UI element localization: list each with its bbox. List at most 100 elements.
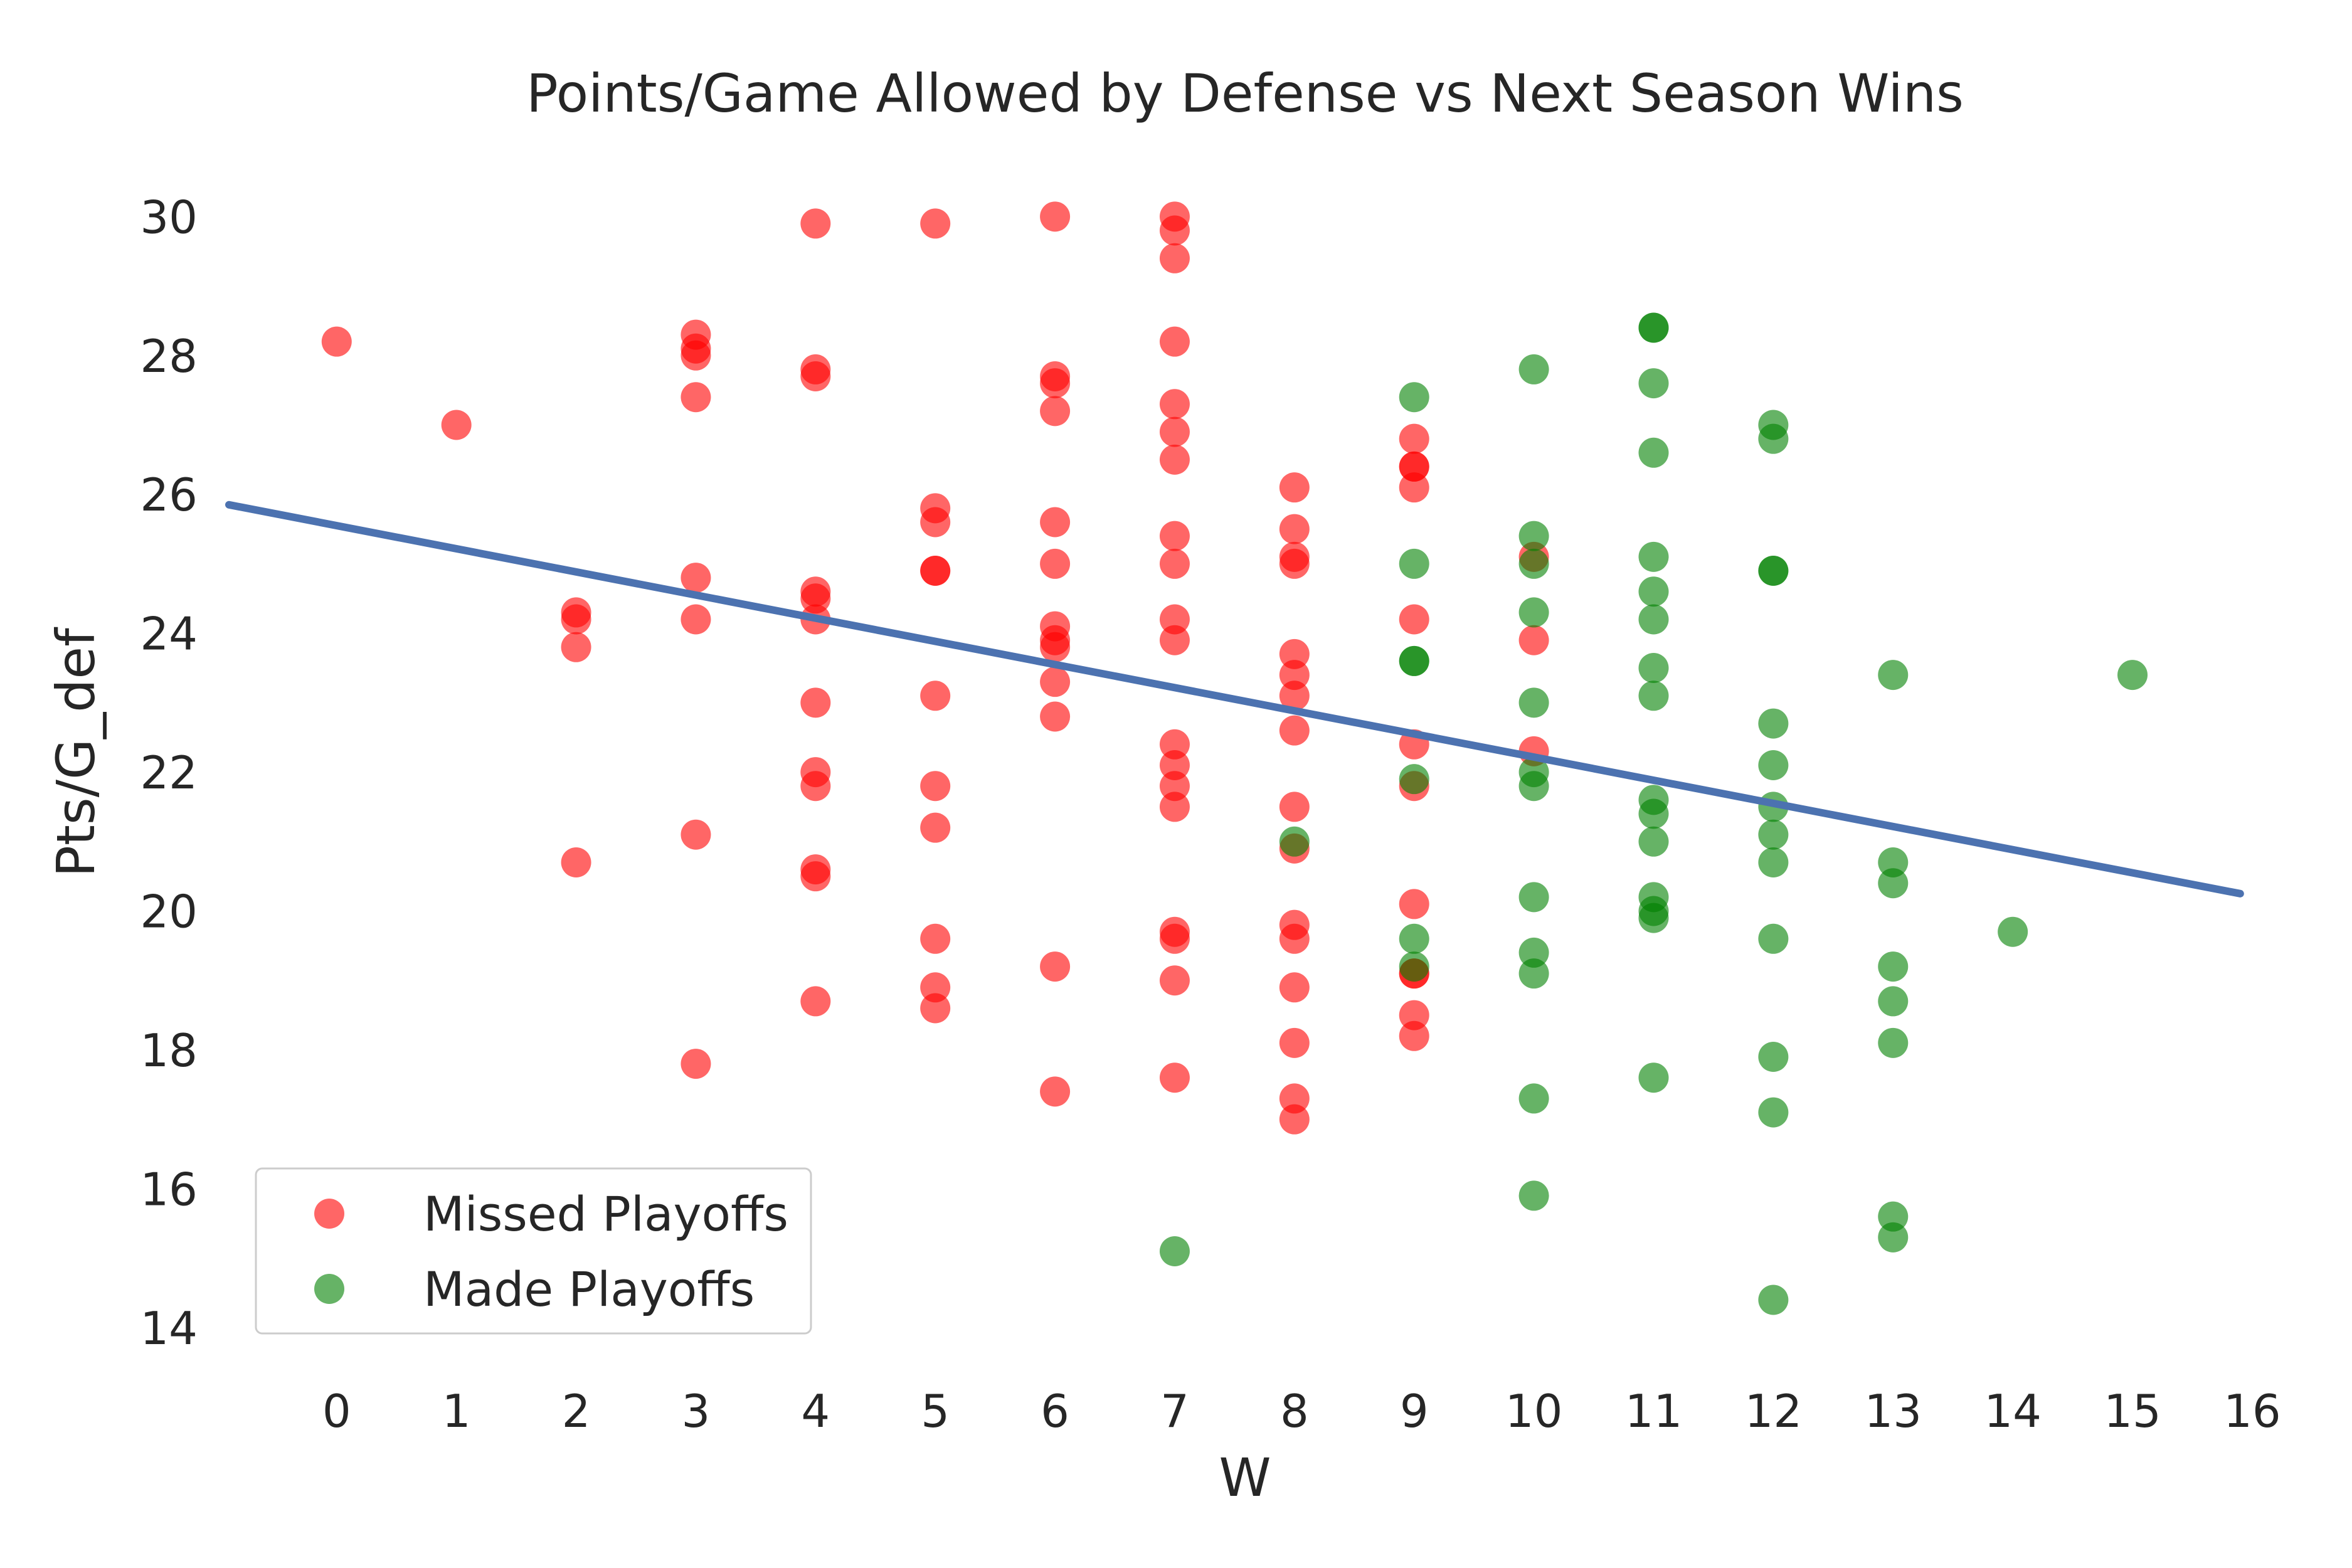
x-tick-label: 0	[322, 1385, 351, 1438]
y-tick-label: 18	[140, 1024, 198, 1077]
made-playoffs-point	[1638, 653, 1669, 683]
missed-playoffs-point	[920, 771, 951, 802]
missed-playoffs-point	[1159, 215, 1190, 246]
made-playoffs-point	[1518, 548, 1549, 579]
missed-playoffs-point	[1159, 771, 1190, 802]
y-tick-label: 14	[140, 1302, 198, 1355]
missed-playoffs-point	[1399, 889, 1429, 919]
missed-playoffs-point	[1159, 389, 1190, 420]
x-tick-label: 7	[1160, 1385, 1189, 1438]
y-tick-label: 16	[140, 1163, 198, 1216]
x-tick-label: 5	[921, 1385, 950, 1438]
missed-playoffs-point	[1279, 548, 1310, 579]
missed-playoffs-point	[1040, 951, 1071, 982]
made-playoffs-point	[1878, 847, 1909, 877]
missed-playoffs-point	[561, 632, 591, 662]
missed-playoffs-point	[920, 923, 951, 954]
made-playoffs-point	[1399, 951, 1429, 982]
missed-playoffs-point	[1279, 472, 1310, 503]
legend-label-missed-playoffs: Missed Playoffs	[423, 1186, 788, 1242]
legend-box	[255, 1167, 812, 1335]
chart-title: Points/Game Allowed by Defense vs Next S…	[526, 63, 1964, 124]
made-playoffs-point	[2117, 660, 2148, 691]
made-playoffs-point	[1878, 1222, 1909, 1253]
made-playoffs-point	[1518, 597, 1549, 628]
made-playoffs-point	[1638, 576, 1669, 607]
made-playoffs-point	[1638, 541, 1669, 572]
missed-playoffs-point	[1159, 521, 1190, 551]
missed-playoffs-point	[1159, 729, 1190, 760]
missed-playoffs-point	[1040, 701, 1071, 732]
missed-playoffs-point	[1399, 1020, 1429, 1051]
x-tick-label: 2	[562, 1385, 591, 1438]
made-playoffs-point	[1518, 1083, 1549, 1114]
made-playoffs-point	[1758, 819, 1789, 850]
x-tick-label: 8	[1280, 1385, 1309, 1438]
made-playoffs-point	[1758, 1285, 1789, 1315]
x-tick-label: 1	[442, 1385, 471, 1438]
y-tick-label: 24	[140, 608, 198, 660]
made-playoffs-point	[1758, 423, 1789, 454]
missed-playoffs-point	[1279, 638, 1310, 669]
missed-playoffs-point	[920, 556, 951, 586]
made-playoffs-point	[1159, 1236, 1190, 1266]
made-playoffs-point	[1399, 382, 1429, 413]
legend-marker-made-playoffs	[314, 1274, 344, 1304]
missed-playoffs-point	[561, 847, 591, 877]
missed-playoffs-point	[1399, 451, 1429, 482]
made-playoffs-point	[1518, 771, 1549, 802]
missed-playoffs-point	[1159, 792, 1190, 822]
x-axis-ticks: 0 1 2 3 4 5 6 7 8 9 10 11 12 13 14 15 16	[322, 1385, 2281, 1438]
missed-playoffs-point	[800, 583, 831, 614]
made-playoffs-point	[1878, 1027, 1909, 1058]
x-tick-label: 11	[1625, 1385, 1683, 1438]
missed-playoffs-point	[681, 1049, 711, 1079]
missed-playoffs-point	[800, 771, 831, 802]
missed-playoffs-point	[1279, 1083, 1310, 1114]
made-playoffs-point	[1399, 548, 1429, 579]
points-layer	[321, 201, 2148, 1315]
missed-playoffs-point	[1040, 667, 1071, 697]
missed-playoffs-point	[1279, 681, 1310, 711]
made-playoffs-point	[1638, 368, 1669, 399]
made-playoffs-point	[1758, 923, 1789, 954]
regression-layer	[225, 501, 2244, 898]
made-playoffs-point	[1638, 437, 1669, 468]
missed-playoffs-point	[1040, 368, 1071, 399]
made-playoffs-point	[1638, 681, 1669, 711]
made-playoffs-point	[1758, 750, 1789, 780]
missed-playoffs-point	[1040, 201, 1071, 232]
missed-playoffs-point	[1159, 923, 1190, 954]
missed-playoffs-point	[1040, 548, 1071, 579]
y-tick-label: 22	[140, 746, 198, 799]
made-playoffs-point	[1638, 604, 1669, 635]
missed-playoffs-point	[1159, 416, 1190, 447]
missed-playoffs-point	[1279, 972, 1310, 1003]
missed-playoffs-point	[561, 604, 591, 635]
missed-playoffs-point	[1159, 1062, 1190, 1093]
missed-playoffs-point	[1159, 604, 1190, 635]
made-playoffs-point	[1878, 660, 1909, 691]
made-playoffs-point	[1518, 687, 1549, 718]
made-playoffs-point	[1878, 986, 1909, 1017]
y-tick-label: 28	[140, 330, 198, 383]
missed-playoffs-point	[920, 681, 951, 711]
missed-playoffs-point	[800, 208, 831, 239]
regression-line	[225, 501, 2244, 898]
missed-playoffs-point	[1399, 604, 1429, 635]
made-playoffs-point	[1878, 868, 1909, 899]
missed-playoffs-point	[1279, 1104, 1310, 1135]
x-tick-label: 3	[682, 1385, 711, 1438]
made-playoffs-point	[1638, 826, 1669, 857]
made-playoffs-point	[1399, 764, 1429, 795]
missed-playoffs-point	[681, 819, 711, 850]
missed-playoffs-point	[441, 410, 472, 440]
missed-playoffs-point	[1159, 965, 1190, 996]
made-playoffs-point	[1518, 937, 1549, 968]
missed-playoffs-point	[920, 812, 951, 843]
missed-playoffs-point	[1040, 1076, 1071, 1107]
missed-playoffs-point	[1279, 923, 1310, 954]
legend-label-made-playoffs: Made Playoffs	[423, 1261, 755, 1317]
missed-playoffs-point	[920, 993, 951, 1024]
